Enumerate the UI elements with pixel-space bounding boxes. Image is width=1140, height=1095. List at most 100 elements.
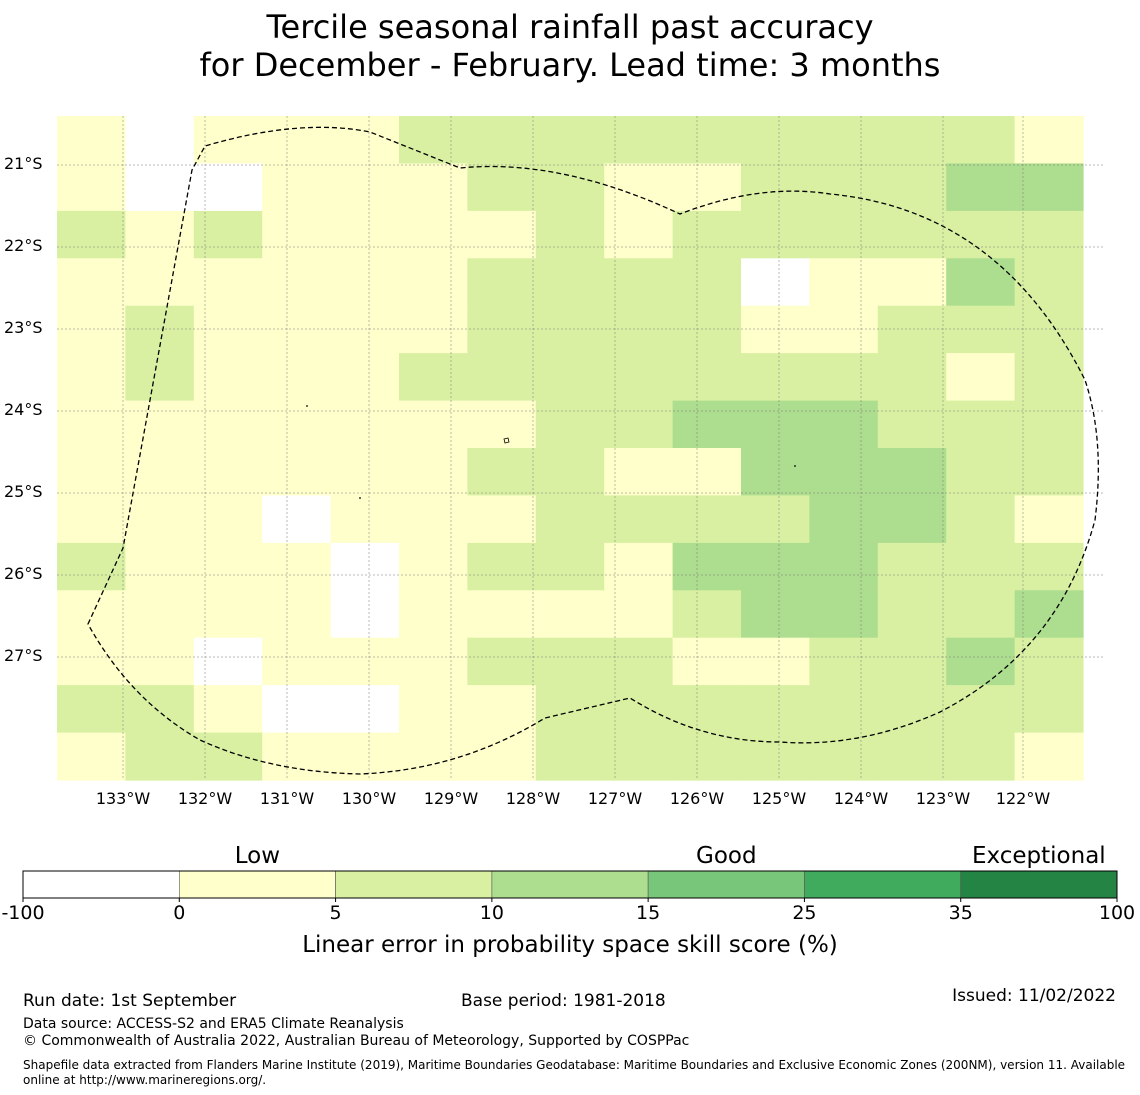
grid-cell xyxy=(193,732,263,781)
grid-cell xyxy=(330,448,400,496)
grid-cell xyxy=(1014,637,1084,686)
grid-cell xyxy=(741,163,810,212)
grid-cell xyxy=(399,353,468,402)
colorbar-bin xyxy=(960,870,1118,899)
grid-cell xyxy=(672,400,742,449)
latitude-label: 25°S xyxy=(4,482,43,501)
grid-cell xyxy=(262,637,332,686)
grid-cell xyxy=(262,495,332,544)
colorbar-bin xyxy=(647,870,805,899)
grid-cell xyxy=(57,163,126,212)
grid-cell xyxy=(604,495,674,544)
grid-cell xyxy=(262,590,332,639)
grid-cell xyxy=(604,542,674,591)
colorbar-tick-label: 25 xyxy=(792,902,817,924)
grid-cell xyxy=(1014,210,1084,259)
grid-cell xyxy=(672,163,742,212)
grid-cell xyxy=(1014,258,1084,307)
grid-cell xyxy=(57,448,126,496)
grid-cell xyxy=(535,210,605,259)
grid-cell xyxy=(946,685,1016,734)
grid-cell xyxy=(809,637,879,686)
grid-cell xyxy=(741,353,810,402)
eez-boundary xyxy=(87,126,1099,775)
island-dot xyxy=(359,497,361,499)
grid-cell xyxy=(604,116,674,164)
grid-cell xyxy=(946,448,1016,496)
colorbar-tick-label: 5 xyxy=(329,902,342,924)
grid-cell xyxy=(399,116,468,164)
grid-cell xyxy=(262,116,332,164)
longitude-label: 125°W xyxy=(751,789,807,808)
grid-cell xyxy=(535,448,605,496)
island-dot xyxy=(794,465,796,467)
grid-cell xyxy=(535,495,605,544)
colorbar-frame xyxy=(22,870,1118,899)
grid-cell xyxy=(741,637,810,686)
grid-cell xyxy=(399,163,468,212)
grid-cell xyxy=(604,732,674,781)
grid-cell xyxy=(125,448,195,496)
latitude-label: 27°S xyxy=(4,646,43,665)
grid-cell xyxy=(262,353,332,402)
grid-cell xyxy=(877,637,947,686)
grid-cell xyxy=(262,732,332,781)
grid-cell xyxy=(604,448,674,496)
grid-cell xyxy=(193,305,263,354)
grid-cell xyxy=(1014,542,1084,591)
grid-cell xyxy=(809,163,879,212)
grid-cell xyxy=(193,163,263,212)
grid-cell xyxy=(809,353,879,402)
grid-cell xyxy=(57,210,126,259)
latitude-label: 22°S xyxy=(4,236,43,255)
grid-cell xyxy=(330,590,400,639)
grid-cell xyxy=(535,116,605,164)
grid-cell xyxy=(330,163,400,212)
grid-cell xyxy=(262,305,332,354)
grid-cell xyxy=(672,258,742,307)
colorbar-category-label: Exceptional xyxy=(972,843,1106,869)
grid-cell xyxy=(1014,732,1084,781)
grid-cell xyxy=(399,210,468,259)
map-title-line1: Tercile seasonal rainfall past accuracy xyxy=(266,8,874,46)
grid-cell xyxy=(57,305,126,354)
grid-cell xyxy=(399,637,468,686)
grid-cell xyxy=(193,400,263,449)
grid-cell xyxy=(193,542,263,591)
grid-cell xyxy=(330,400,400,449)
grid-cell xyxy=(399,448,468,496)
grid-cell xyxy=(877,210,947,259)
grid-cell xyxy=(604,637,674,686)
grid-cell xyxy=(1014,400,1084,449)
grid-cell xyxy=(672,210,742,259)
grid-cell xyxy=(946,495,1016,544)
grid-cell xyxy=(330,258,400,307)
grid-cell xyxy=(193,116,263,164)
longitude-label: 123°W xyxy=(915,789,971,808)
colorbar-tick-label: 15 xyxy=(636,902,661,924)
grid-cell xyxy=(1014,685,1084,734)
grid-cell xyxy=(877,685,947,734)
grid-cell xyxy=(741,116,810,164)
grid-cell xyxy=(1014,495,1084,544)
colorbar-tick-label: 10 xyxy=(479,902,504,924)
grid-cell xyxy=(330,353,400,402)
grid-cell xyxy=(877,400,947,449)
grid-cell xyxy=(1014,590,1084,639)
grid-cell xyxy=(877,542,947,591)
grid-cell xyxy=(125,542,195,591)
longitude-label: 132°W xyxy=(177,789,233,808)
grid-cell xyxy=(467,258,537,307)
grid-cell xyxy=(946,542,1016,591)
grid-cell xyxy=(57,353,126,402)
grid-cell xyxy=(535,685,605,734)
grid-cell xyxy=(467,116,537,164)
colorbar xyxy=(22,870,1118,902)
grid-cell xyxy=(125,116,195,164)
grid-cell xyxy=(877,305,947,354)
grid-cell xyxy=(672,590,742,639)
grid-cell xyxy=(946,305,1016,354)
grid-cell xyxy=(809,210,879,259)
data-source: Data source: ACCESS-S2 and ERA5 Climate … xyxy=(23,1016,404,1032)
grid-cell xyxy=(809,685,879,734)
